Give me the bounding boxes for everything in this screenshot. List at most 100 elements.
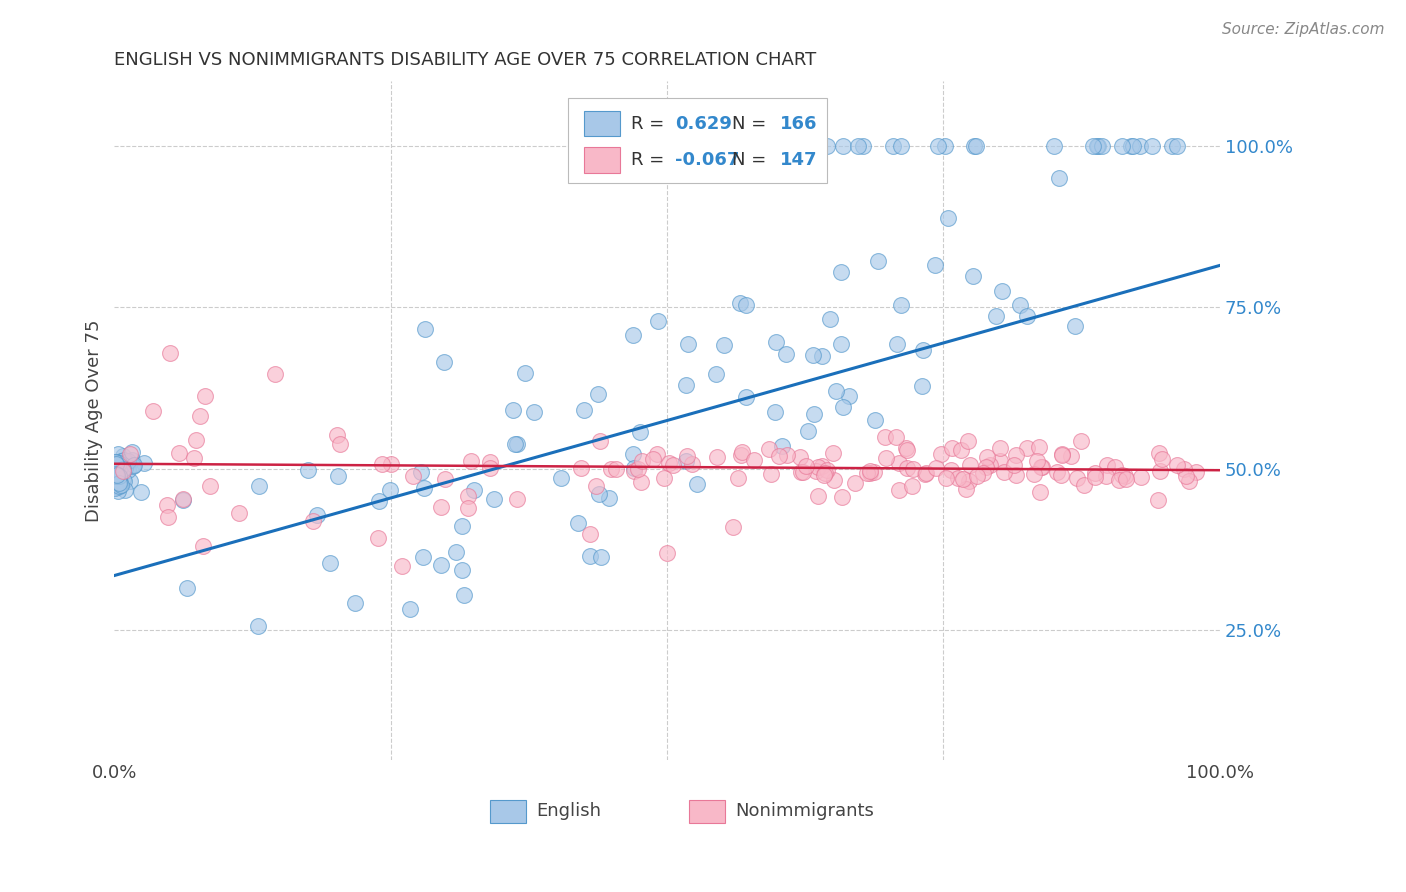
Point [823,473,845,487]
Point [815,463,838,477]
Point [114,461,136,475]
Point [129,485,152,500]
Point [572,402,595,417]
Point [875,450,897,465]
FancyBboxPatch shape [583,147,620,173]
Point [991,285,1014,299]
Point [806,489,828,503]
Point [706,450,728,464]
Point [859,467,882,481]
Point [122,458,145,472]
Point [585,479,607,493]
Point [1052,449,1074,463]
Point [1111,467,1133,482]
Point [948,471,970,485]
Point [957,474,980,488]
Point [110,459,132,474]
Point [979,458,1001,472]
Point [993,465,1015,479]
Point [108,473,131,487]
Point [931,447,953,461]
Point [884,430,907,444]
Point [676,450,699,464]
Point [621,446,644,460]
Point [734,390,756,404]
Point [191,540,214,554]
Point [600,462,623,476]
Point [890,298,912,312]
Point [411,465,433,479]
Point [105,467,128,481]
Point [1073,477,1095,491]
Point [1149,464,1171,478]
Point [399,601,422,615]
Point [114,461,136,475]
Point [686,476,709,491]
Point [818,312,841,326]
Point [246,619,269,633]
Point [112,460,135,475]
Point [198,479,221,493]
Point [1070,434,1092,449]
Point [402,469,425,483]
Point [813,467,835,482]
Point [1111,139,1133,153]
Point [723,520,745,534]
Point [655,139,678,153]
Point [686,139,709,153]
Point [815,139,838,153]
Point [605,461,627,475]
Point [107,480,129,494]
Point [451,518,474,533]
Point [768,449,790,463]
Point [107,480,129,494]
Point [810,459,832,474]
Point [167,446,190,460]
Point [118,474,141,488]
Point [901,479,924,493]
Point [228,506,250,520]
Point [621,328,644,343]
Point [429,500,451,514]
Point [924,258,946,272]
Point [731,445,754,459]
Point [912,343,935,357]
Point [1166,139,1188,153]
Point [444,545,467,559]
Point [1046,465,1069,479]
Point [631,454,654,468]
Point [1050,447,1073,461]
Point [966,468,988,483]
Point [856,467,879,481]
Point [1050,467,1073,482]
Point [1091,139,1114,153]
Point [1104,460,1126,475]
Point [344,596,367,610]
Point [371,457,394,471]
Point [104,462,127,476]
Point [108,467,131,482]
Point [478,461,501,475]
Point [194,389,217,403]
Point [962,268,984,283]
Point [882,139,904,153]
Point [1043,139,1066,153]
Point [412,550,434,565]
Point [655,546,678,560]
Point [1147,492,1170,507]
Point [662,458,685,472]
Point [641,452,664,467]
Point [896,460,918,475]
Point [117,454,139,468]
Point [852,139,875,153]
Point [121,458,143,473]
Point [134,456,156,470]
Point [589,434,612,448]
Text: N =: N = [733,152,772,169]
Point [728,296,751,310]
Point [110,478,132,492]
Point [886,337,908,351]
Text: 166: 166 [780,114,817,133]
Point [103,464,125,478]
Point [460,454,482,468]
